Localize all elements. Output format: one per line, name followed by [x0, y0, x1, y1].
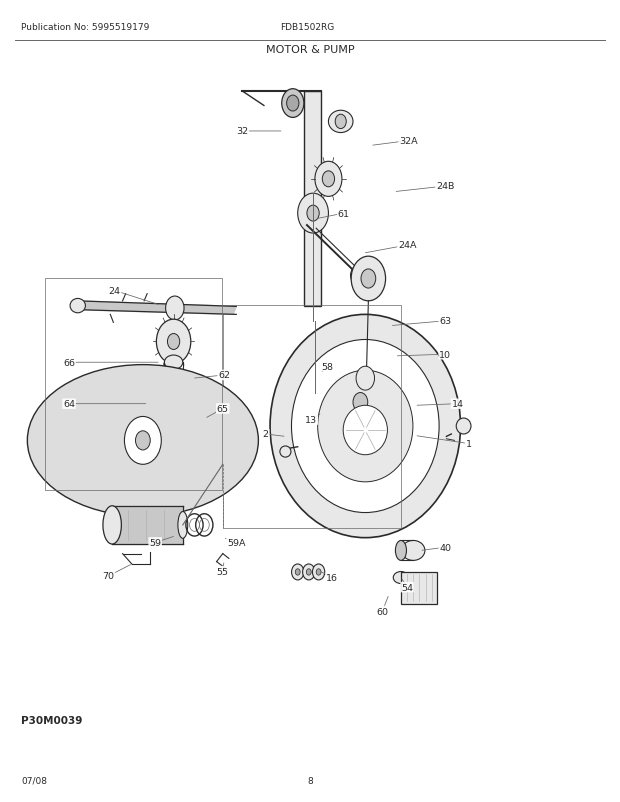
- Circle shape: [295, 569, 300, 575]
- Text: 16: 16: [326, 573, 338, 582]
- Text: 70: 70: [102, 572, 115, 581]
- Ellipse shape: [70, 299, 86, 314]
- Text: 24: 24: [108, 286, 121, 296]
- Circle shape: [156, 320, 191, 364]
- Ellipse shape: [317, 371, 413, 482]
- Text: MOTOR & PUMP: MOTOR & PUMP: [266, 45, 354, 55]
- Ellipse shape: [396, 541, 407, 561]
- Ellipse shape: [329, 111, 353, 133]
- Circle shape: [316, 569, 321, 575]
- Circle shape: [166, 297, 184, 321]
- Bar: [223, 306, 401, 529]
- Circle shape: [359, 419, 371, 435]
- Circle shape: [351, 257, 386, 302]
- Text: 40: 40: [439, 543, 451, 552]
- Text: 10: 10: [439, 350, 451, 359]
- Ellipse shape: [164, 355, 183, 370]
- Text: FDB1502RG: FDB1502RG: [280, 22, 334, 31]
- Polygon shape: [73, 302, 236, 315]
- Text: 54: 54: [401, 583, 413, 592]
- Circle shape: [136, 431, 150, 451]
- Circle shape: [286, 96, 299, 112]
- Text: 14: 14: [451, 399, 464, 409]
- Text: 60: 60: [376, 607, 389, 616]
- Circle shape: [291, 565, 304, 580]
- Ellipse shape: [456, 419, 471, 435]
- Text: 55: 55: [217, 567, 229, 576]
- Circle shape: [298, 194, 329, 233]
- Ellipse shape: [270, 315, 461, 538]
- Circle shape: [335, 115, 346, 129]
- Ellipse shape: [280, 447, 291, 458]
- Text: P30M0039: P30M0039: [21, 715, 82, 725]
- Text: 24A: 24A: [398, 241, 417, 250]
- Text: 61: 61: [338, 209, 350, 218]
- Ellipse shape: [103, 506, 122, 545]
- Circle shape: [350, 266, 365, 286]
- Text: 63: 63: [439, 317, 451, 326]
- Polygon shape: [112, 506, 183, 545]
- Ellipse shape: [163, 391, 184, 403]
- Circle shape: [312, 565, 325, 580]
- Circle shape: [306, 569, 311, 575]
- Circle shape: [361, 269, 376, 289]
- Text: 1: 1: [466, 439, 472, 448]
- Ellipse shape: [164, 370, 183, 384]
- Circle shape: [356, 367, 374, 391]
- Text: 32: 32: [236, 128, 249, 136]
- Ellipse shape: [178, 512, 188, 539]
- Text: 59A: 59A: [227, 538, 246, 547]
- Bar: [401, 573, 436, 604]
- Ellipse shape: [27, 365, 259, 516]
- Ellipse shape: [393, 572, 409, 584]
- Ellipse shape: [291, 340, 439, 513]
- Circle shape: [307, 206, 319, 222]
- Circle shape: [303, 565, 315, 580]
- Circle shape: [322, 172, 335, 188]
- Bar: [304, 92, 321, 307]
- Ellipse shape: [343, 406, 388, 456]
- Bar: [45, 279, 221, 490]
- Text: 66: 66: [63, 358, 75, 367]
- Circle shape: [125, 417, 161, 464]
- Circle shape: [315, 162, 342, 197]
- Text: 58: 58: [321, 363, 333, 371]
- Text: 32A: 32A: [399, 137, 418, 146]
- Circle shape: [281, 90, 304, 118]
- Text: 59: 59: [149, 538, 161, 547]
- Text: 07/08: 07/08: [21, 776, 47, 785]
- Text: 2: 2: [263, 430, 268, 439]
- Ellipse shape: [402, 541, 425, 561]
- Circle shape: [352, 409, 379, 444]
- Text: Publication No: 5995519179: Publication No: 5995519179: [21, 22, 149, 31]
- Circle shape: [353, 393, 368, 412]
- Text: 62: 62: [218, 371, 230, 380]
- Text: 65: 65: [217, 404, 229, 414]
- Text: 24B: 24B: [436, 182, 454, 191]
- Text: 8: 8: [307, 776, 313, 785]
- Text: 13: 13: [305, 415, 317, 424]
- Text: 64: 64: [63, 399, 75, 409]
- Circle shape: [167, 334, 180, 350]
